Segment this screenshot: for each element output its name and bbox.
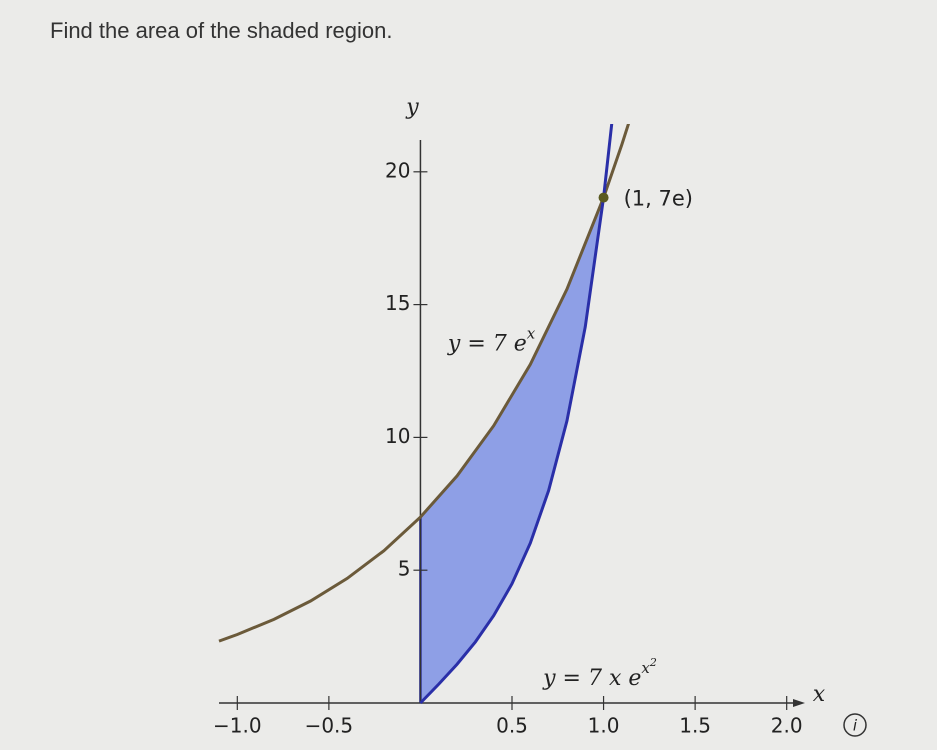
x-axis-arrow xyxy=(793,699,805,707)
y-tick-label: 10 xyxy=(385,424,410,448)
x-tick-label: 2.0 xyxy=(771,714,803,738)
curve xyxy=(419,124,614,705)
curve-label: y = 7 ex xyxy=(447,324,536,356)
curve-label-sup: x xyxy=(527,324,536,342)
point-label: (1, 7e) xyxy=(624,187,693,211)
shaded-region xyxy=(420,197,604,703)
curves xyxy=(218,124,631,705)
y-axis-label: y xyxy=(405,95,419,120)
curve-label: y = 7 x ex2 xyxy=(542,656,657,691)
curve-label-text: y = 7 x e xyxy=(542,666,641,691)
curve xyxy=(218,124,631,643)
x-axis-label: x xyxy=(813,682,826,707)
question-title: Find the area of the shaded region. xyxy=(50,18,393,43)
intersection-point xyxy=(598,192,609,203)
info-icon: i xyxy=(853,717,858,735)
x-tick-label: −1.0 xyxy=(213,714,262,738)
x-tick-label: 0.5 xyxy=(496,714,528,738)
curve-label-text: y = 7 e xyxy=(447,331,527,356)
curve-label-sup2: 2 xyxy=(649,656,657,669)
x-tick-label: −0.5 xyxy=(305,714,354,738)
curve-label-sup: x xyxy=(641,659,650,677)
y-tick-label: 15 xyxy=(385,291,410,315)
x-tick-label: 1.5 xyxy=(679,714,711,738)
y-tick-label: 20 xyxy=(385,158,410,182)
info-icon-ring xyxy=(843,713,867,737)
x-tick-label: 1.0 xyxy=(588,714,620,738)
y-tick-label: 5 xyxy=(398,557,411,581)
